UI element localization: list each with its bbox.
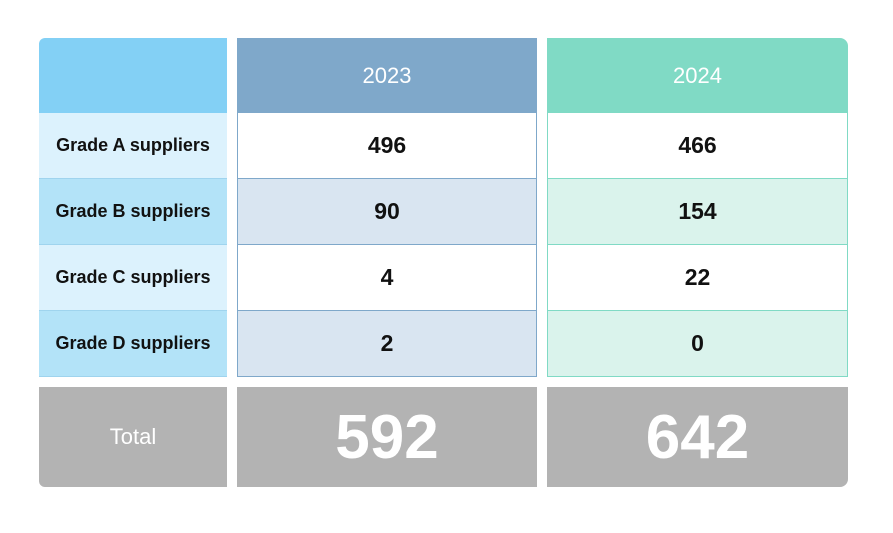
- total-2024: 642: [547, 387, 848, 487]
- header-2023: 2023: [237, 38, 537, 113]
- value-2024-grade-c: 22: [547, 245, 848, 311]
- value-2024-grade-b: 154: [547, 179, 848, 245]
- row-label-grade-a: Grade A suppliers: [39, 113, 227, 179]
- value-2023-grade-b: 90: [237, 179, 537, 245]
- label-column: Grade A suppliers Grade B suppliers Grad…: [39, 38, 227, 377]
- row-label-grade-b: Grade B suppliers: [39, 179, 227, 245]
- value-2023-grade-d: 2: [237, 311, 537, 377]
- value-2023-grade-a: 496: [237, 113, 537, 179]
- total-label: Total: [39, 387, 227, 487]
- row-label-grade-c: Grade C suppliers: [39, 245, 227, 311]
- header-blank-cell: [39, 38, 227, 113]
- value-2024-grade-d: 0: [547, 311, 848, 377]
- column-2023: 2023 496 90 4 2: [237, 38, 537, 377]
- header-2024: 2024: [547, 38, 848, 113]
- column-2024: 2024 466 154 22 0: [547, 38, 848, 377]
- row-label-grade-d: Grade D suppliers: [39, 311, 227, 377]
- value-2023-grade-c: 4: [237, 245, 537, 311]
- value-2024-grade-a: 466: [547, 113, 848, 179]
- total-2023: 592: [237, 387, 537, 487]
